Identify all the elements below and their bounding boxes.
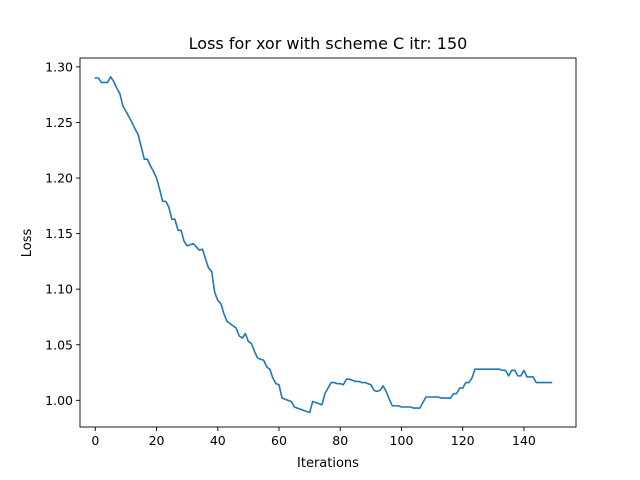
x-tick-label: 100: [390, 433, 414, 448]
plot-frame: [79, 57, 577, 428]
y-tick-label: 1.05: [45, 337, 73, 352]
loss-series-line: [94, 76, 553, 414]
y-axis-ticks: 1.00 1.05 1.10 1.15 1.20 1.25 1.30: [45, 59, 80, 408]
x-axis-ticks: 0 20 40 60 80 100 120 140: [91, 427, 536, 448]
x-tick-label: 40: [210, 433, 226, 448]
y-tick-label: 1.20: [45, 171, 73, 186]
x-tick-label: 140: [512, 433, 536, 448]
y-tick-label: 1.25: [45, 115, 73, 130]
x-axis-label: Iterations: [297, 456, 359, 471]
x-tick-label: 120: [451, 433, 475, 448]
x-tick-label: 20: [149, 433, 165, 448]
y-axis-label: Loss: [20, 229, 35, 258]
x-tick-label: 60: [271, 433, 287, 448]
y-tick-label: 1.30: [45, 59, 73, 74]
chart-title: Loss for xor with scheme C itr: 150: [189, 34, 468, 53]
y-tick-label: 1.00: [45, 393, 73, 408]
y-tick-label: 1.15: [45, 226, 73, 241]
y-tick-label: 1.10: [45, 282, 73, 297]
x-tick-label: 80: [332, 433, 348, 448]
x-tick-label: 0: [91, 433, 99, 448]
plot-area: [80, 58, 576, 427]
